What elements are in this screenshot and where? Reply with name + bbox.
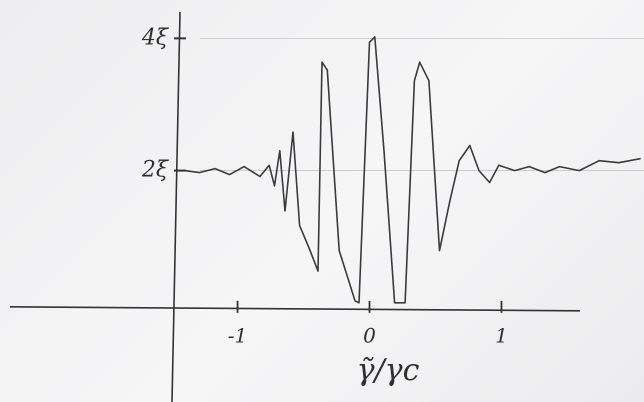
x-tick-label: -1 xyxy=(228,323,247,347)
x-axis xyxy=(9,306,581,312)
y-axis xyxy=(171,11,181,402)
x-tick-label: 1 xyxy=(495,323,508,347)
x-tick-label: 0 xyxy=(363,323,376,347)
y-tick-label: 2ξ xyxy=(141,158,170,183)
y-tick-label: 4ξ xyxy=(141,25,170,50)
x-axis-label: γ̃/γc xyxy=(357,353,420,388)
curve xyxy=(184,36,641,304)
